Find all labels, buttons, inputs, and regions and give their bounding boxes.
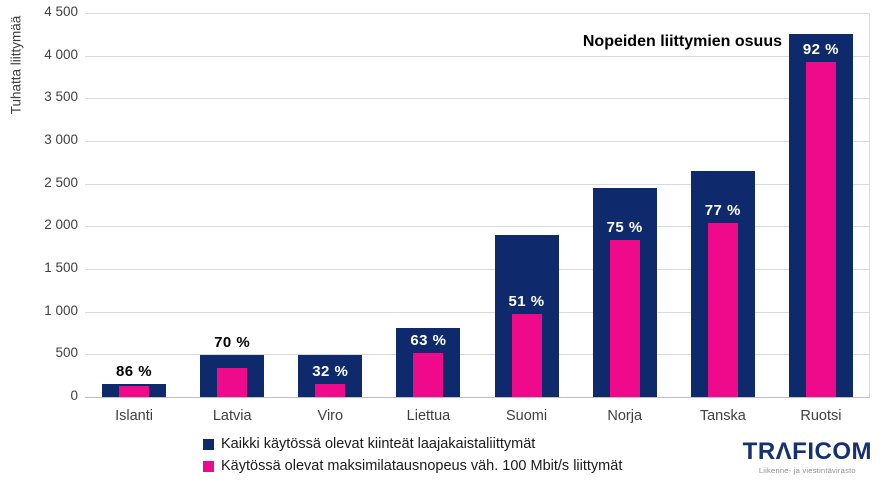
pct-label: 51 %	[508, 293, 545, 311]
bar-fast	[217, 367, 248, 397]
bar-fast	[707, 222, 738, 397]
category-label: Viro	[317, 408, 344, 424]
grid-line	[85, 269, 870, 270]
annotation-title: Nopeiden liittymien osuus	[582, 33, 782, 50]
grid-line	[85, 226, 870, 228]
category-label: Suomi	[506, 408, 548, 424]
legend-label: Käytössä olevat maksimilatausnopeus väh.…	[221, 458, 623, 474]
bar-fast	[511, 314, 542, 397]
bar-fast	[315, 383, 346, 397]
grid-line	[85, 354, 870, 356]
category-label: Latvia	[212, 408, 252, 424]
pct-label: 92 %	[802, 40, 840, 58]
grid-line	[85, 98, 870, 100]
pct-label: 86 %	[115, 363, 153, 381]
grid-line	[85, 55, 870, 57]
bar-fast	[119, 385, 150, 397]
y-tick-label: 1 500	[44, 260, 78, 275]
legend-label: Kaikki käytössä olevat kiinteät laajakai…	[221, 436, 536, 452]
traficom-logo-text: TRΛFICOM	[742, 438, 872, 465]
y-tick-label: 0	[70, 388, 78, 403]
y-tick-label: 500	[55, 345, 78, 361]
category-label: Liettua	[406, 408, 451, 424]
category-label: Tanska	[699, 408, 746, 424]
y-tick-label: 4 500	[44, 4, 78, 19]
category-label: Islanti	[115, 408, 153, 424]
bar-fast	[413, 353, 444, 397]
pct-label: 63 %	[410, 332, 447, 350]
y-tick-label: 3 500	[44, 89, 78, 105]
y-tick-label: 1 000	[44, 302, 78, 318]
category-label: Ruotsi	[800, 408, 842, 424]
y-tick-label: 4 000	[44, 46, 78, 62]
traficom-logo-subtitle: Liikenne- ja viestintävirasto	[758, 466, 856, 475]
legend-marker	[203, 460, 214, 472]
grid-line	[85, 311, 870, 313]
y-tick-label: 2 000	[44, 217, 78, 233]
bar-fast	[805, 61, 836, 397]
legend-item: Käytössä olevat maksimilatausnopeus väh.…	[203, 458, 622, 474]
y-tick-label: 3 000	[44, 132, 78, 147]
grid-line	[85, 13, 870, 14]
grid-line	[85, 141, 870, 142]
category-label: Norja	[607, 408, 643, 424]
legend: Kaikki käytössä olevat kiinteät laajakai…	[203, 436, 622, 474]
plot-right-border	[869, 13, 870, 397]
pct-label: 70 %	[214, 334, 251, 352]
y-tick-label: 2 500	[44, 174, 78, 190]
grid-line	[85, 183, 870, 185]
pct-label: 75 %	[606, 218, 643, 236]
bar-fast	[609, 239, 640, 397]
pct-label: 32 %	[312, 362, 349, 380]
pct-label: 77 %	[704, 201, 741, 219]
legend-marker	[203, 438, 214, 450]
legend-item: Kaikki käytössä olevat kiinteät laajakai…	[203, 436, 622, 452]
traficom-logo: TRΛFICOM Liikenne- ja viestintävirasto	[742, 438, 872, 476]
grid-line	[85, 397, 870, 398]
